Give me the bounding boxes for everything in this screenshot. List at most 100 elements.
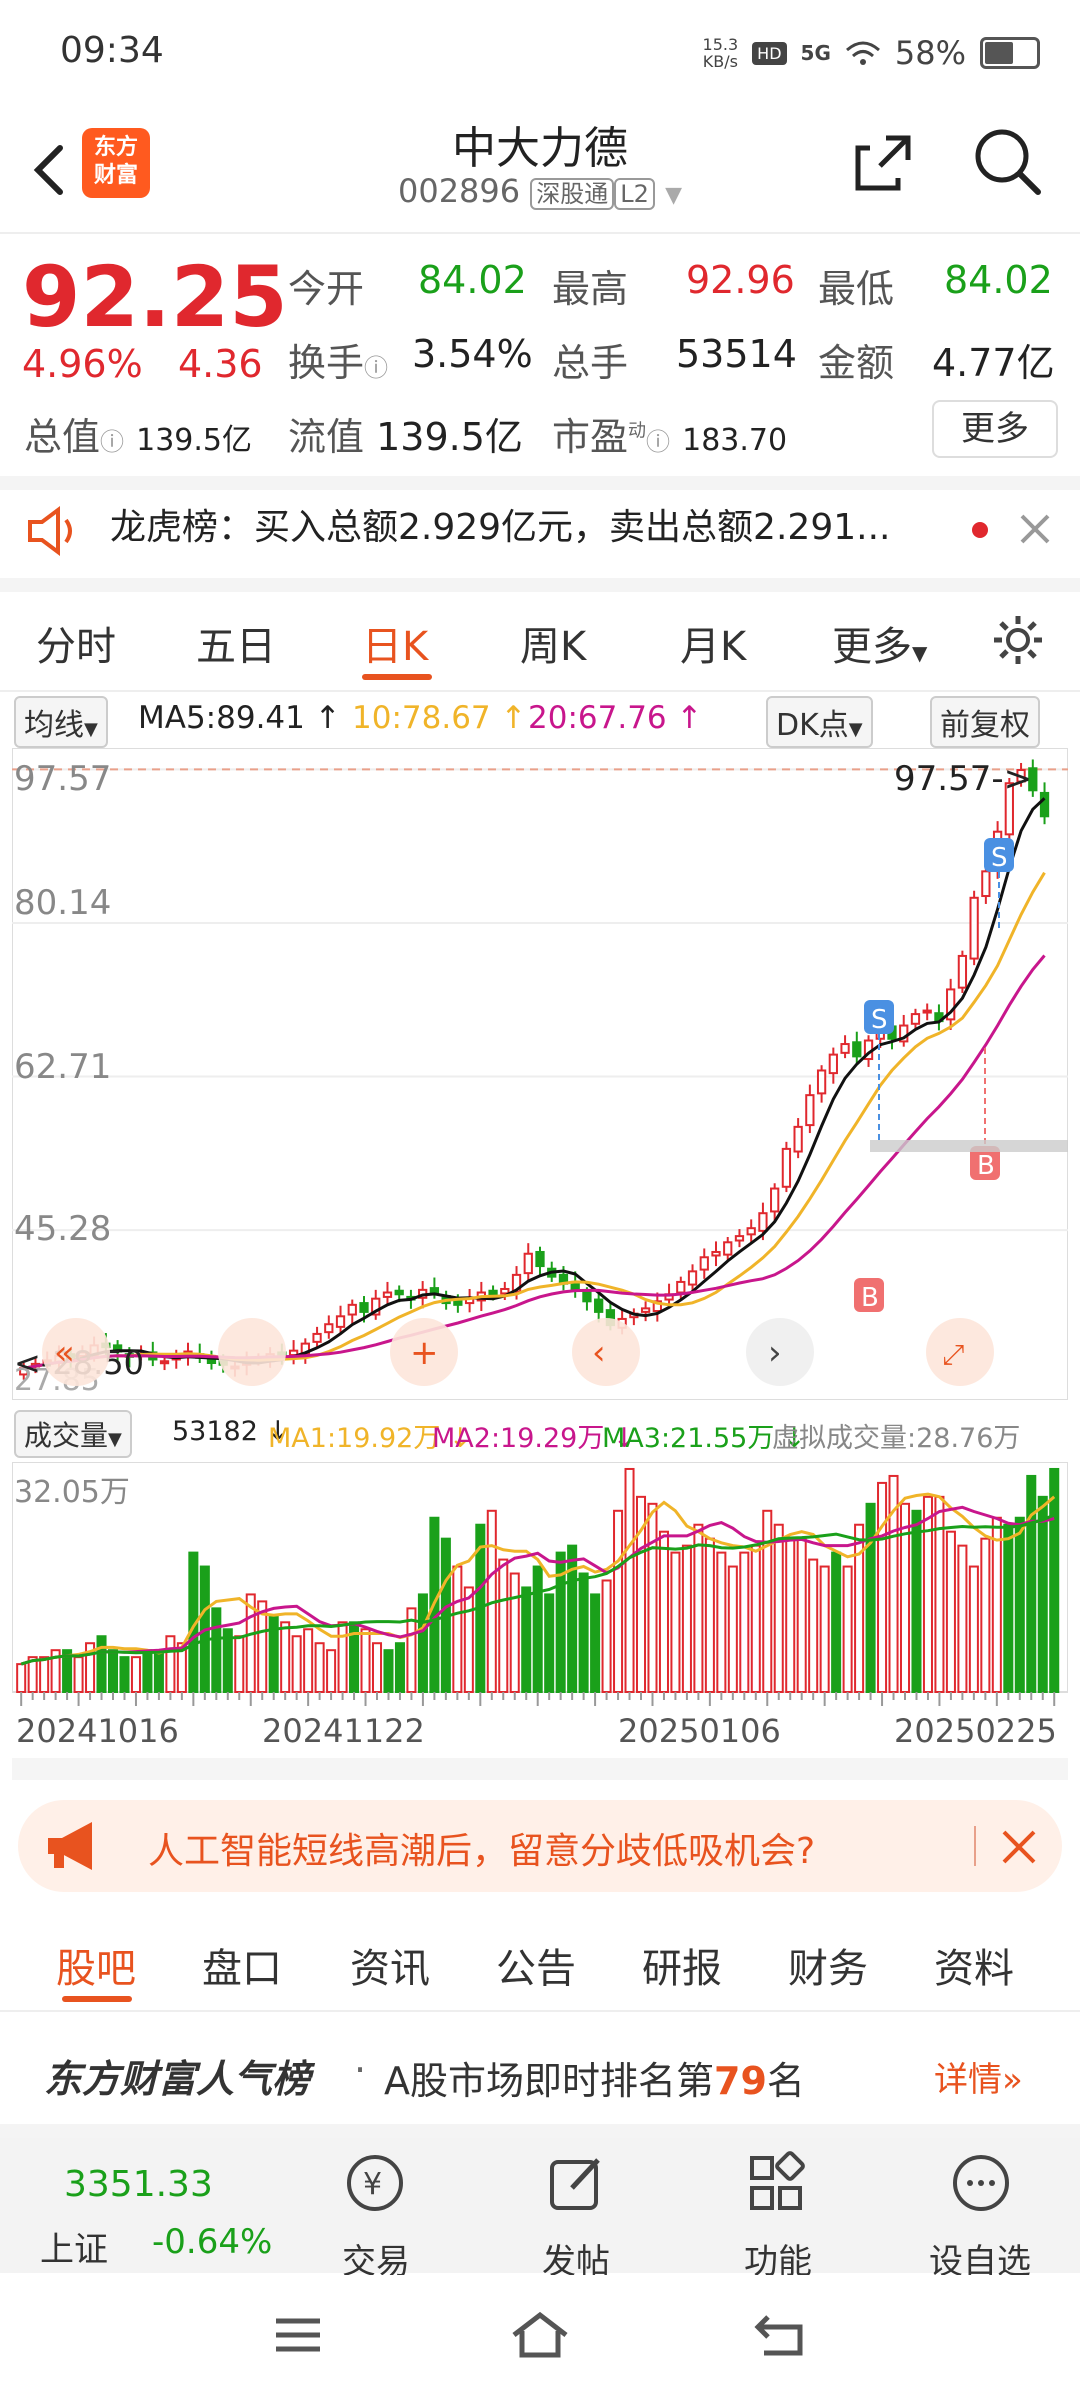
scroll-right-icon bbox=[746, 1318, 814, 1386]
volume-chart[interactable]: 32.05万 20241016 20241122 20250106 202502… bbox=[12, 1462, 1068, 1780]
info-icon[interactable]: ⓘ bbox=[364, 354, 389, 382]
search-icon[interactable] bbox=[970, 124, 1046, 200]
ma5-line bbox=[23, 797, 1046, 1370]
volume-selector[interactable]: 成交量▼ bbox=[14, 1410, 132, 1458]
popularity-rank[interactable]: 东方财富人气榜 · A股市场即时排名第79名 详情» bbox=[44, 2048, 1023, 2103]
tab-five-day[interactable]: 五日 bbox=[196, 624, 276, 670]
ma-selector[interactable]: 均线▼ bbox=[14, 696, 108, 748]
volume-bar bbox=[521, 1586, 532, 1693]
double-chevron-icon: » bbox=[1002, 2060, 1023, 2100]
tab-news[interactable]: 资讯 bbox=[350, 1946, 430, 1992]
volume-bar bbox=[1049, 1467, 1060, 1694]
trade-icon[interactable]: ¥ bbox=[340, 2148, 410, 2218]
svg-text:‹: ‹ bbox=[592, 1333, 606, 1373]
tab-monthly-k[interactable]: 月K bbox=[680, 624, 747, 670]
volume-bar bbox=[911, 1509, 922, 1694]
tab-order-book[interactable]: 盘口 bbox=[202, 1946, 282, 1992]
info-icon[interactable]: ⓘ bbox=[100, 428, 125, 456]
dragon-tiger-banner[interactable]: 龙虎榜：买入总额2.929亿元，卖出总额2.291... bbox=[0, 478, 1080, 582]
active-tab-indicator bbox=[362, 674, 432, 680]
svg-text:›: › bbox=[768, 1333, 782, 1373]
back-arrow-icon[interactable] bbox=[22, 128, 82, 208]
market-cap: 139.5亿 bbox=[136, 423, 252, 458]
bottom-toolbar: 3351.33 上证 -0.64% ¥ 交易 发帖 功能 设自选 bbox=[0, 2138, 1080, 2282]
date-label: 20241122 bbox=[262, 1712, 425, 1750]
y-tick-label: 45.28 bbox=[14, 1209, 111, 1249]
candlestick bbox=[312, 1326, 322, 1348]
index-change: -0.64% bbox=[152, 2222, 273, 2262]
volume-bar bbox=[314, 1642, 325, 1694]
rank-text: A股市场即时排名第79名 bbox=[384, 2059, 805, 2103]
tab-forum[interactable]: 股吧 bbox=[56, 1946, 136, 1992]
vol-ma1: MA1:19.92万 ↓ bbox=[268, 1423, 472, 1454]
volume-bar bbox=[544, 1593, 555, 1693]
candlestick bbox=[687, 1264, 698, 1293]
candlestick bbox=[711, 1241, 721, 1267]
candlestick bbox=[535, 1246, 545, 1277]
tab-daily-k[interactable]: 日K bbox=[362, 624, 429, 670]
volume-y-tick: 32.05万 bbox=[14, 1475, 130, 1510]
home-icon[interactable] bbox=[508, 2309, 572, 2361]
stock-code-line: 002896 深股通 L2 ▼ bbox=[397, 172, 683, 210]
more-button[interactable]: 更多 bbox=[932, 400, 1058, 458]
tab-more[interactable]: 更多▼ bbox=[832, 624, 928, 670]
change-percent: 4.96% bbox=[22, 342, 143, 386]
index-value[interactable]: 3351.33 bbox=[64, 2164, 213, 2205]
fullscreen-icon bbox=[926, 1318, 994, 1386]
index-name[interactable]: 上证 bbox=[40, 2230, 108, 2270]
adjust-button[interactable]: 前复权 bbox=[930, 696, 1040, 748]
open-price: 84.02 bbox=[418, 258, 527, 302]
share-icon[interactable] bbox=[852, 128, 916, 198]
function-grid-icon[interactable] bbox=[742, 2148, 812, 2218]
close-icon[interactable] bbox=[1000, 1828, 1038, 1866]
volume-bar bbox=[211, 1607, 222, 1693]
candlestick bbox=[746, 1219, 756, 1243]
watchlist-icon[interactable] bbox=[946, 2148, 1016, 2218]
volume-bar bbox=[727, 1565, 738, 1693]
candlestick bbox=[171, 1349, 181, 1369]
volume-bar bbox=[165, 1635, 176, 1694]
chart-nav-controls[interactable]: « + ‹ › ⤢ bbox=[42, 1318, 994, 1386]
promo-banner[interactable]: 人工智能短线高潮后，留意分歧低吸机会? bbox=[18, 1800, 1062, 1892]
candlestick bbox=[793, 1118, 803, 1159]
trade-amount: 4.77亿 bbox=[932, 341, 1055, 385]
volume-bar bbox=[463, 1586, 474, 1693]
date-label: 20250225 bbox=[894, 1712, 1057, 1750]
gear-icon[interactable] bbox=[990, 612, 1046, 668]
ma-legend-row: 均线▼ MA5:89.41 ↑ 10:78.67 ↑ 20:67.76 ↑ DK… bbox=[0, 692, 1080, 748]
svg-text:B: B bbox=[861, 1283, 879, 1313]
candlestick bbox=[640, 1301, 651, 1322]
tab-announcements[interactable]: 公告 bbox=[496, 1946, 576, 1992]
volume-bar bbox=[785, 1537, 796, 1693]
tab-research[interactable]: 研报 bbox=[642, 1946, 722, 1992]
volume-bar bbox=[578, 1572, 589, 1693]
tab-intraday[interactable]: 分时 bbox=[36, 624, 116, 670]
promo-text: 人工智能短线高潮后，留意分歧低吸机会? bbox=[148, 1831, 816, 1872]
caret-down-icon[interactable]: ▼ bbox=[665, 183, 683, 208]
dk-button[interactable]: DK点▼ bbox=[766, 696, 873, 748]
battery-icon bbox=[980, 37, 1040, 69]
low-price: 84.02 bbox=[944, 258, 1053, 302]
close-icon[interactable] bbox=[1018, 512, 1052, 546]
tab-weekly-k[interactable]: 周K bbox=[520, 624, 587, 670]
tab-profile[interactable]: 资料 bbox=[934, 1946, 1014, 1992]
stock-header: 东方 财富 中大力德 002896 深股通 L2 ▼ bbox=[0, 110, 1080, 230]
details-link[interactable]: 详情» bbox=[934, 2060, 1023, 2100]
candlestick bbox=[922, 1003, 932, 1021]
volume-bar bbox=[590, 1593, 601, 1693]
volume-bar bbox=[658, 1530, 669, 1693]
volume-bar bbox=[417, 1593, 428, 1693]
tab-financials[interactable]: 财务 bbox=[788, 1946, 868, 1992]
candlestick-chart[interactable]: 97.57 80.14 62.71 45.28 97.57-> 27.85 <-… bbox=[12, 748, 1068, 1400]
volume-bar bbox=[394, 1642, 405, 1694]
candlestick bbox=[288, 1340, 299, 1365]
info-icon[interactable]: ⓘ bbox=[646, 428, 671, 456]
candlestick bbox=[464, 1288, 475, 1313]
candlestick bbox=[1004, 777, 1014, 845]
vol-ma3: MA3:21.55万 ↓ bbox=[602, 1423, 806, 1454]
volume-bar bbox=[303, 1628, 314, 1693]
menu-icon[interactable] bbox=[272, 2313, 324, 2357]
stock-name: 中大力德 bbox=[452, 123, 628, 174]
back-nav-icon[interactable] bbox=[754, 2311, 810, 2359]
edit-post-icon[interactable] bbox=[542, 2148, 612, 2218]
